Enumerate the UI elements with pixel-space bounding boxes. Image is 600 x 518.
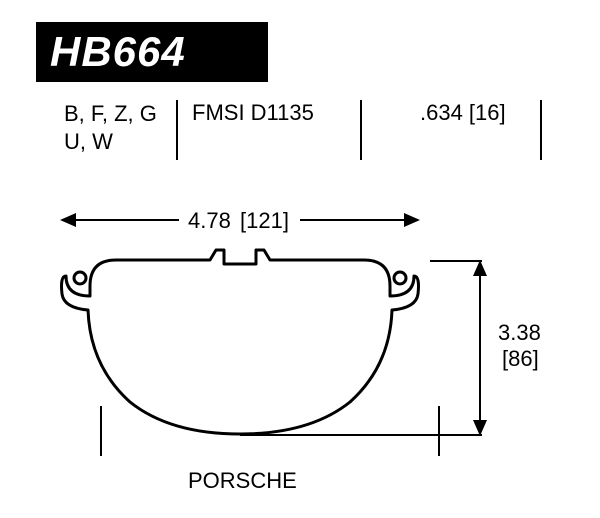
height-dimension: 3.38 [86] (440, 246, 560, 446)
codes-line2: U, W (64, 128, 164, 156)
height-value-mm: [86] (502, 346, 539, 372)
brand-label: PORSCHE (188, 468, 297, 494)
divider-line (176, 100, 178, 160)
arrow-down-icon (473, 420, 487, 436)
brake-pad-outline (60, 246, 420, 446)
arrow-right-icon (404, 213, 420, 227)
canvas: HB664 B, F, Z, G U, W FMSI D1135 .634 [1… (0, 0, 600, 518)
divider-line (360, 100, 362, 160)
divider-line (540, 100, 542, 160)
width-value-in: 4.78 (188, 208, 231, 234)
figure-area: 4.78 [121] 3.38 [86] (40, 190, 560, 500)
height-value-in: 3.38 (498, 320, 541, 346)
width-value-mm: [121] (240, 208, 289, 234)
thickness-spec: .634 [16] (420, 100, 540, 126)
fmsi-code: FMSI D1135 (192, 100, 342, 126)
codes-line1: B, F, Z, G (64, 100, 164, 128)
part-number: HB664 (50, 28, 186, 76)
compound-codes: B, F, Z, G U, W (64, 100, 164, 155)
width-dimension: 4.78 [121] (60, 200, 420, 240)
header-bar: HB664 (36, 22, 268, 82)
